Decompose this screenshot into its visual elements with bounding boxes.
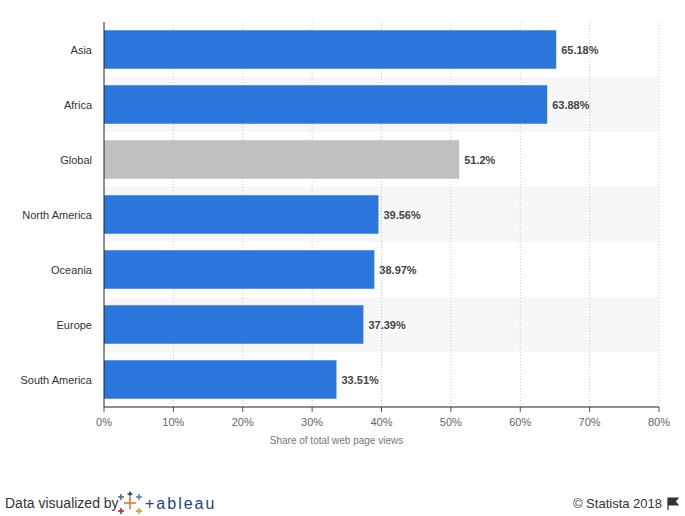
tick-mark bbox=[589, 407, 590, 412]
category-label: South America bbox=[20, 374, 92, 386]
category-label: Global bbox=[60, 154, 92, 166]
bar bbox=[104, 85, 547, 124]
bar bbox=[104, 305, 363, 344]
tableau-logo: +ableau bbox=[145, 495, 216, 512]
bar bbox=[104, 195, 378, 234]
bar bbox=[104, 250, 374, 289]
tick-mark bbox=[242, 407, 243, 412]
flag-icon bbox=[668, 498, 678, 510]
bar bbox=[104, 360, 336, 399]
bar bbox=[104, 30, 556, 69]
bar bbox=[104, 140, 459, 179]
tick-mark bbox=[381, 407, 382, 412]
axis-title: Share of total web page views bbox=[270, 435, 403, 446]
tick-label: 10% bbox=[162, 416, 184, 428]
tick-label: 30% bbox=[301, 416, 323, 428]
tick-label: 0% bbox=[96, 416, 112, 428]
data-label: 39.56% bbox=[383, 209, 421, 221]
data-label: 63.88% bbox=[552, 99, 590, 111]
tick-label: 20% bbox=[232, 416, 254, 428]
data-label: 38.97% bbox=[379, 264, 417, 276]
tick-mark bbox=[520, 407, 521, 412]
category-label: Europe bbox=[57, 319, 92, 331]
grid-line bbox=[659, 22, 660, 407]
footer-text: Data visualized by bbox=[5, 495, 119, 511]
data-label: 33.51% bbox=[341, 374, 379, 386]
category-label: Africa bbox=[64, 99, 93, 111]
icon-part bbox=[120, 494, 122, 500]
chart: 0% 10% 20% 30% 40% 50% 60% 70% 80% Asia 65.18% Afri… bbox=[0, 0, 685, 516]
icon-part bbox=[138, 508, 140, 514]
tick-mark bbox=[104, 407, 105, 412]
category-label: Oceania bbox=[51, 264, 93, 276]
copyright: © Statista 2018 bbox=[573, 496, 662, 511]
tick-mark bbox=[312, 407, 313, 412]
tick-mark bbox=[450, 407, 451, 412]
grid-line bbox=[520, 22, 521, 407]
grid-line bbox=[381, 22, 382, 407]
tick-label: 40% bbox=[370, 416, 392, 428]
category-label: Asia bbox=[71, 44, 93, 56]
tick-mark bbox=[173, 407, 174, 412]
category-label: North America bbox=[22, 209, 93, 221]
tick-label: 70% bbox=[579, 416, 601, 428]
x-axis-line bbox=[104, 407, 659, 408]
tick-mark bbox=[659, 407, 660, 412]
row-stripe bbox=[104, 77, 659, 132]
data-label: 51.2% bbox=[464, 154, 495, 166]
icon-part bbox=[129, 492, 131, 497]
grid-line bbox=[589, 22, 590, 407]
chart-root: 0% 10% 20% 30% 40% 50% 60% 70% 80% Asia 65.18% Afri… bbox=[0, 0, 685, 516]
data-label: 37.39% bbox=[368, 319, 406, 331]
tableau-icon bbox=[118, 492, 142, 515]
icon-part bbox=[120, 508, 122, 514]
tick-label: 50% bbox=[440, 416, 462, 428]
icon-part bbox=[138, 494, 140, 500]
icon-part bbox=[129, 497, 131, 509]
data-label: 65.18% bbox=[561, 44, 599, 56]
tick-label: 80% bbox=[648, 416, 670, 428]
tick-label: 60% bbox=[509, 416, 531, 428]
y-axis-line bbox=[104, 22, 105, 407]
grid-line bbox=[450, 22, 451, 407]
bars bbox=[104, 30, 556, 399]
